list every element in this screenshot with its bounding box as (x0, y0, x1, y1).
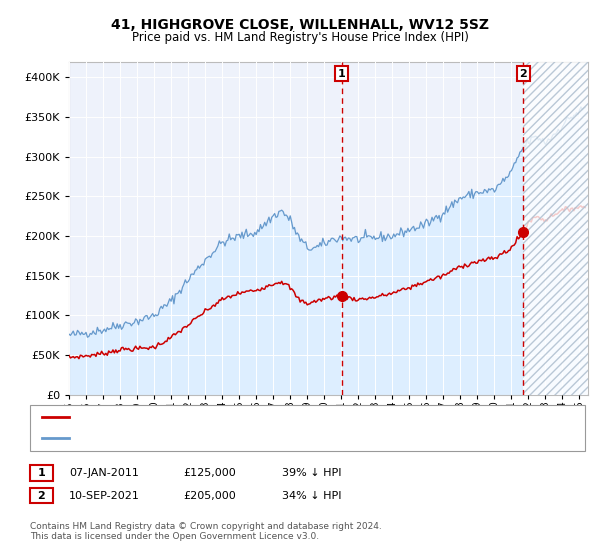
Text: 1: 1 (338, 68, 346, 78)
Text: 10-SEP-2021: 10-SEP-2021 (69, 491, 140, 501)
Text: 34% ↓ HPI: 34% ↓ HPI (282, 491, 341, 501)
Text: £205,000: £205,000 (183, 491, 236, 501)
Text: Contains HM Land Registry data © Crown copyright and database right 2024.
This d: Contains HM Land Registry data © Crown c… (30, 522, 382, 542)
Text: 07-JAN-2011: 07-JAN-2011 (69, 468, 139, 478)
Text: 2: 2 (38, 491, 45, 501)
Text: £125,000: £125,000 (183, 468, 236, 478)
Text: 39% ↓ HPI: 39% ↓ HPI (282, 468, 341, 478)
Text: 1: 1 (38, 468, 45, 478)
Text: 41, HIGHGROVE CLOSE, WILLENHALL, WV12 5SZ (detached house): 41, HIGHGROVE CLOSE, WILLENHALL, WV12 5S… (72, 412, 421, 422)
Text: Price paid vs. HM Land Registry's House Price Index (HPI): Price paid vs. HM Land Registry's House … (131, 31, 469, 44)
Bar (523, 62, 588, 395)
Text: 2: 2 (520, 68, 527, 78)
Text: 41, HIGHGROVE CLOSE, WILLENHALL, WV12 5SZ: 41, HIGHGROVE CLOSE, WILLENHALL, WV12 5S… (111, 18, 489, 32)
Text: HPI: Average price, detached house, Walsall: HPI: Average price, detached house, Wals… (72, 433, 302, 444)
